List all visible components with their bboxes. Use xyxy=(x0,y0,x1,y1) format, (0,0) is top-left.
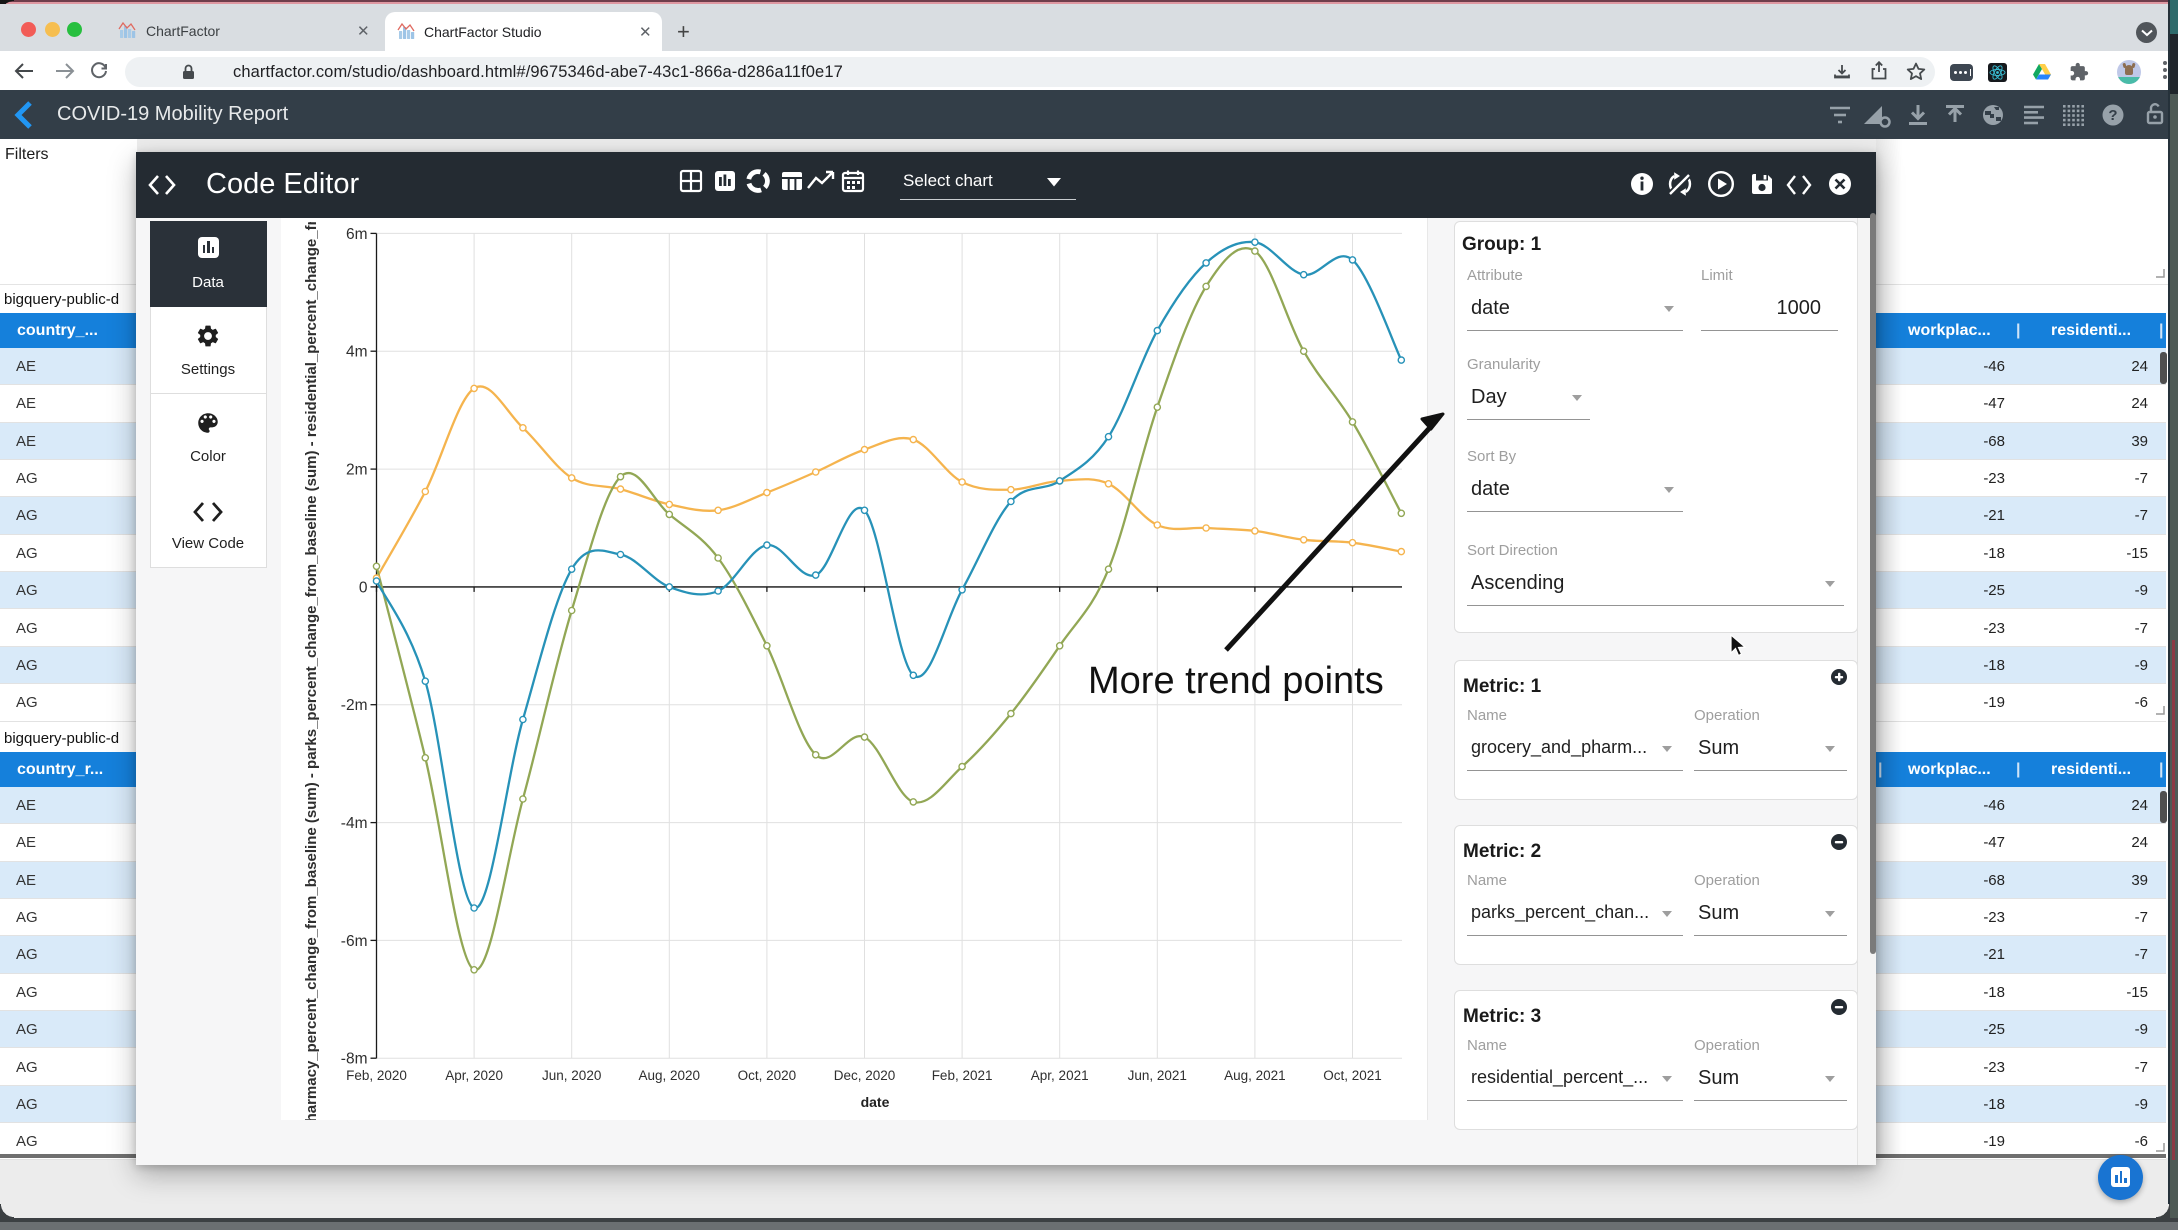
svg-text:More trend points: More trend points xyxy=(1088,660,1384,702)
svg-text:6m: 6m xyxy=(346,226,368,243)
svg-text:-4m: -4m xyxy=(341,815,368,832)
svg-text:-8m: -8m xyxy=(341,1051,368,1068)
svg-text:Dec, 2020: Dec, 2020 xyxy=(834,1068,896,1083)
svg-text:date: date xyxy=(861,1094,890,1110)
svg-text:-6m: -6m xyxy=(341,933,368,950)
svg-text:Jun, 2021: Jun, 2021 xyxy=(1128,1068,1187,1083)
svg-text:?: ? xyxy=(2108,107,2117,124)
svg-text:-2m: -2m xyxy=(341,697,368,714)
svg-text:Feb, 2020: Feb, 2020 xyxy=(346,1068,407,1083)
svg-text:Feb, 2021: Feb, 2021 xyxy=(932,1068,993,1083)
svg-text:2m: 2m xyxy=(346,462,368,479)
svg-text:Oct, 2020: Oct, 2020 xyxy=(738,1068,797,1083)
svg-text:Aug, 2021: Aug, 2021 xyxy=(1224,1068,1286,1083)
svg-text:0: 0 xyxy=(359,579,368,596)
svg-text:Apr, 2020: Apr, 2020 xyxy=(445,1068,503,1083)
svg-text:Aug, 2020: Aug, 2020 xyxy=(639,1068,701,1083)
svg-text:_and_pharmacy_percent_change_f: _and_pharmacy_percent_change_from_baseli… xyxy=(303,222,320,1120)
svg-text:4m: 4m xyxy=(346,344,368,361)
svg-text:Apr, 2021: Apr, 2021 xyxy=(1031,1068,1089,1083)
svg-text:Jun, 2020: Jun, 2020 xyxy=(542,1068,601,1083)
svg-text:Oct, 2021: Oct, 2021 xyxy=(1323,1068,1382,1083)
